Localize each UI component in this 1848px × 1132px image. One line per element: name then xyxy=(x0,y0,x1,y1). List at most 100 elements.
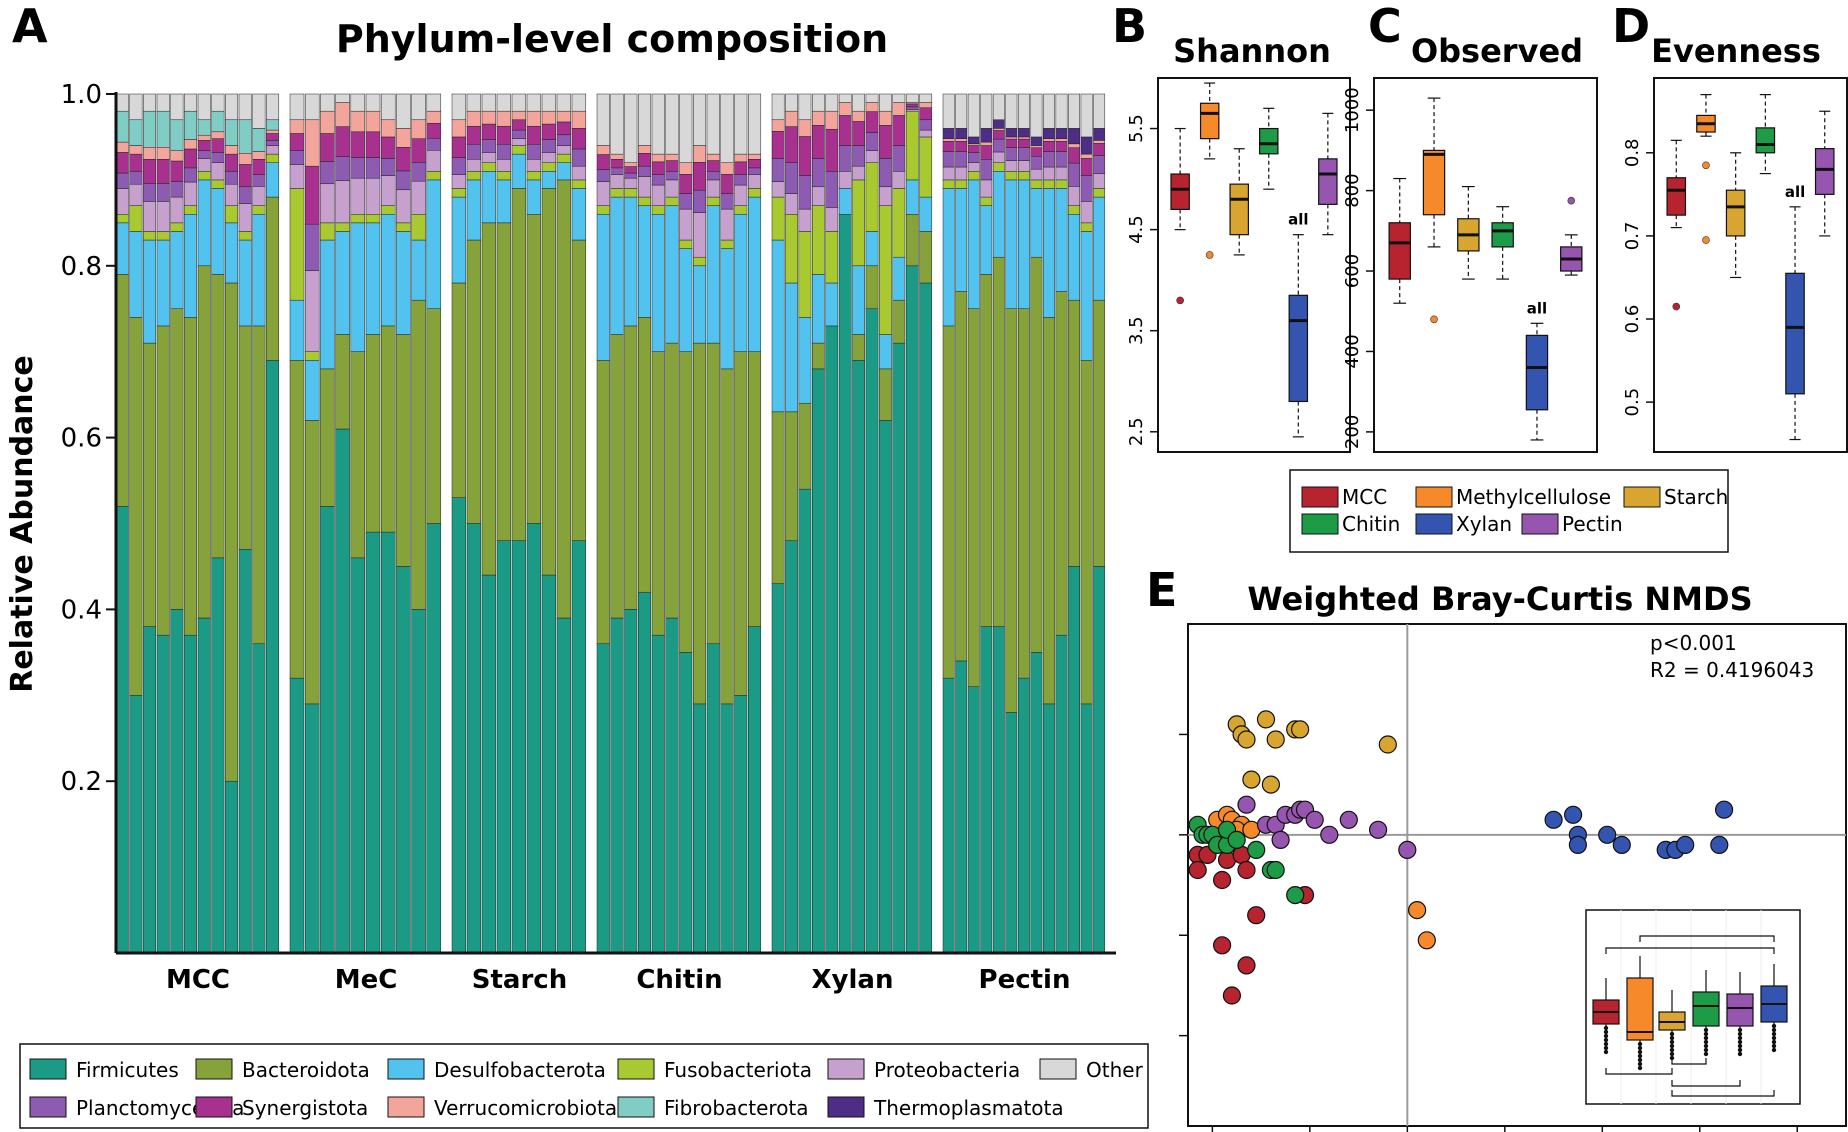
bar-segment-firmicutes xyxy=(556,617,572,954)
bar-segment-thermoplasmatota xyxy=(1068,128,1080,145)
legend-box xyxy=(19,1043,1149,1129)
bar-segment-bacteroidota xyxy=(942,325,955,679)
bar-segment-proteobacteria xyxy=(238,203,252,232)
bar-segment-fusobacteriota xyxy=(396,222,411,232)
bar-segment-bacteroidota xyxy=(852,334,865,361)
bar-segment-synergistota xyxy=(693,162,707,191)
bar-segment-fusobacteriota xyxy=(651,205,665,215)
inset-bracket xyxy=(1605,1068,1673,1075)
y-tick-label: 600 xyxy=(1342,254,1363,288)
bar-segment-firmicutes xyxy=(143,626,157,954)
bar-segment-other xyxy=(225,93,239,121)
bar-segment-desulfobacterota xyxy=(238,239,252,327)
bar-segment-proteobacteria xyxy=(426,150,442,172)
bar-segment-other xyxy=(335,93,350,103)
bar-segment-synergistota xyxy=(304,165,320,225)
bar-segment-verrucomicrobiota xyxy=(679,162,693,175)
bar-segment-proteobacteria xyxy=(665,179,679,198)
bar-segment-verrucomicrobiota xyxy=(992,128,1005,131)
bar-segment-other xyxy=(892,93,906,103)
nmds-scatter xyxy=(1179,623,1847,1132)
bar-segment-proteobacteria xyxy=(511,138,527,146)
bar-segment-firmicutes xyxy=(693,703,707,954)
bar-segment-other xyxy=(624,93,638,163)
plot-frame xyxy=(1373,77,1598,453)
point-mcc xyxy=(1212,936,1232,955)
bar-segment-fibrobacterota xyxy=(266,119,280,131)
bar-segment-fibrobacterota xyxy=(252,128,266,152)
bar-segment-bacteroidota xyxy=(812,342,825,370)
point-pectin xyxy=(1320,825,1339,844)
bar-segment-planctomycetota xyxy=(304,223,320,271)
bar-segment-bacteroidota xyxy=(1068,299,1080,567)
bar-segment-fusobacteriota xyxy=(706,196,720,206)
bar-segment-bacteroidota xyxy=(879,368,892,421)
bar-segment-verrucomicrobiota xyxy=(350,110,366,133)
bar-segment-fusobacteriota xyxy=(466,171,482,181)
bar-segment-proteobacteria xyxy=(693,212,707,258)
plot-frame xyxy=(1157,77,1351,453)
bar-segment-fusobacteriota xyxy=(238,231,252,241)
bar-segment-fibrobacterota xyxy=(143,110,157,148)
legend-swatch-chitin xyxy=(1301,513,1339,535)
bar-segment-firmicutes xyxy=(466,523,482,954)
bar-segment-other xyxy=(1017,93,1030,129)
chart-a-title: Phylum-level composition xyxy=(336,17,888,61)
inset-box-chitin xyxy=(1692,991,1720,1027)
bar-segment-verrucomicrobiota xyxy=(289,119,305,134)
bar-segment-synergistota xyxy=(1005,138,1018,148)
bar-segment-fusobacteriota xyxy=(679,239,693,249)
bar-segment-fusobacteriota xyxy=(1005,171,1018,181)
bar-segment-synergistota xyxy=(610,159,624,169)
inset-dot xyxy=(1703,1047,1709,1053)
nmds-pvalue: p<0.001 xyxy=(1650,631,1737,655)
bar-segment-firmicutes xyxy=(980,626,993,954)
bar-segment-planctomycetota xyxy=(919,119,933,131)
bar-segment-fusobacteriota xyxy=(596,205,610,215)
bar-segment-desulfobacterota xyxy=(1005,179,1018,309)
bar-segment-fusobacteriota xyxy=(197,171,211,181)
point-pectin xyxy=(1368,820,1388,839)
plot-frame xyxy=(1187,623,1847,1127)
bar-segment-verrucomicrobiota xyxy=(238,153,252,165)
bar-segment-proteobacteria xyxy=(879,186,892,206)
shannon-title: Shannon xyxy=(1173,32,1331,70)
bar-segment-bacteroidota xyxy=(170,308,184,610)
bar-segment-firmicutes xyxy=(411,609,426,954)
bar-segment-fusobacteriota xyxy=(1068,205,1080,215)
bar-segment-desulfobacterota xyxy=(289,299,305,361)
inset-dot xyxy=(1603,1037,1609,1043)
bar-segment-fibrobacterota xyxy=(170,119,184,151)
bar-segment-verrucomicrobiota xyxy=(980,141,993,146)
bar-segment-bacteroidota xyxy=(1093,299,1106,567)
box-annotation: all xyxy=(1288,211,1308,229)
bar-segment-proteobacteria xyxy=(748,174,762,189)
bar-segment-planctomycetota xyxy=(1030,156,1043,170)
bar-segment-proteobacteria xyxy=(526,159,542,172)
bar-segment-other xyxy=(571,93,587,112)
bar-segment-synergistota xyxy=(624,166,638,174)
panel-letter-a: A xyxy=(12,0,48,53)
point-starch xyxy=(1266,730,1285,749)
bar-segment-planctomycetota xyxy=(879,158,892,188)
bar-segment-desulfobacterota xyxy=(693,265,707,344)
bar-segment-fusobacteriota xyxy=(992,162,1005,172)
bar-segment-other xyxy=(693,93,707,146)
bar-segment-proteobacteria xyxy=(225,183,239,206)
bar-segment-verrucomicrobiota xyxy=(266,129,280,134)
bar-segment-fusobacteriota xyxy=(892,188,906,258)
bar-segment-desulfobacterota xyxy=(865,231,879,267)
bar-segment-desulfobacterota xyxy=(481,171,497,224)
bar-segment-synergistota xyxy=(812,125,825,159)
bar-segment-desulfobacterota xyxy=(665,205,679,344)
bar-segment-verrucomicrobiota xyxy=(879,110,892,126)
bar-segment-other xyxy=(170,93,184,121)
bar-segment-other xyxy=(679,93,693,163)
bar-segment-bacteroidota xyxy=(541,188,557,576)
bar-segment-planctomycetota xyxy=(1080,175,1093,202)
bar-segment-other xyxy=(955,93,968,129)
bar-segment-fusobacteriota xyxy=(1080,222,1093,232)
bar-segment-other xyxy=(129,93,143,121)
bar-segment-synergistota xyxy=(1093,143,1106,156)
bar-segment-firmicutes xyxy=(838,214,852,954)
